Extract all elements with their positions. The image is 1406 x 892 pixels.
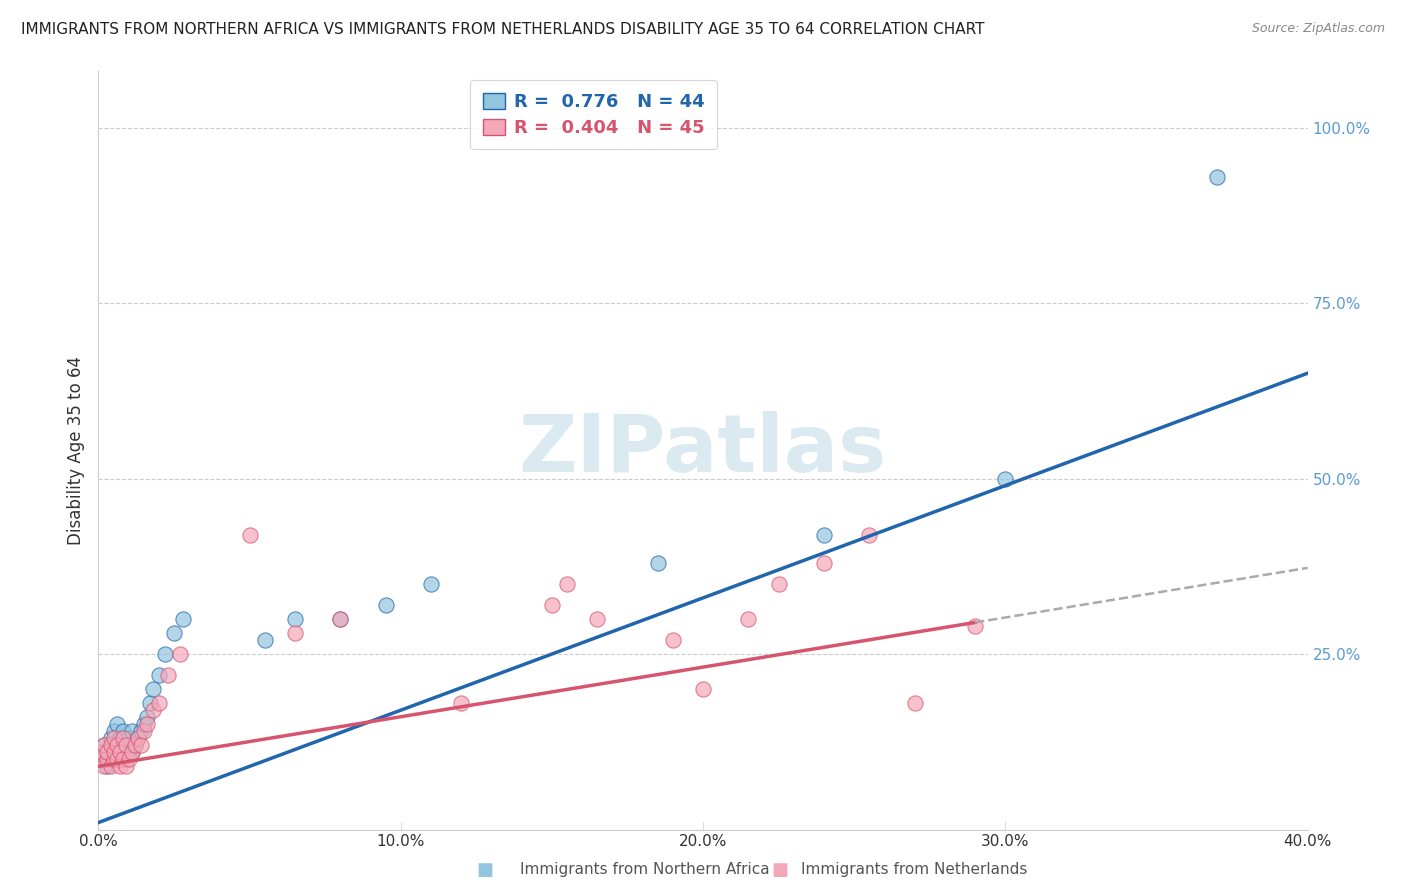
Point bbox=[121, 745, 143, 759]
Point bbox=[586, 612, 609, 626]
Point bbox=[858, 527, 880, 541]
Point bbox=[661, 633, 683, 648]
Point bbox=[813, 556, 835, 570]
Point bbox=[163, 626, 186, 640]
Point bbox=[108, 752, 131, 766]
Point bbox=[374, 598, 396, 612]
Point bbox=[692, 682, 714, 697]
Point bbox=[111, 731, 134, 746]
Point bbox=[111, 752, 134, 766]
Point bbox=[90, 745, 112, 759]
Point bbox=[139, 696, 162, 710]
Text: Immigrants from Northern Africa: Immigrants from Northern Africa bbox=[520, 863, 770, 877]
Point bbox=[329, 612, 352, 626]
Point bbox=[127, 731, 149, 746]
Point bbox=[103, 752, 125, 766]
Point bbox=[148, 668, 170, 682]
Point bbox=[100, 739, 122, 753]
Point bbox=[124, 739, 146, 753]
Point bbox=[647, 556, 669, 570]
Legend: R =  0.776   N = 44, R =  0.404   N = 45: R = 0.776 N = 44, R = 0.404 N = 45 bbox=[470, 80, 717, 150]
Point bbox=[100, 752, 122, 766]
Point bbox=[132, 724, 155, 739]
Point bbox=[93, 745, 115, 759]
Point bbox=[555, 577, 578, 591]
Point bbox=[105, 752, 128, 766]
Point bbox=[105, 717, 128, 731]
Point bbox=[135, 717, 157, 731]
Point bbox=[540, 598, 562, 612]
Point bbox=[127, 731, 149, 746]
Point bbox=[994, 471, 1017, 485]
Point bbox=[103, 745, 125, 759]
Point bbox=[132, 717, 155, 731]
Point bbox=[169, 647, 191, 661]
Point bbox=[114, 739, 136, 753]
Point bbox=[105, 745, 128, 759]
Point bbox=[103, 739, 125, 753]
Point bbox=[768, 577, 790, 591]
Text: IMMIGRANTS FROM NORTHERN AFRICA VS IMMIGRANTS FROM NETHERLANDS DISABILITY AGE 35: IMMIGRANTS FROM NORTHERN AFRICA VS IMMIG… bbox=[21, 22, 984, 37]
Point bbox=[965, 619, 987, 633]
Point bbox=[329, 612, 352, 626]
Point bbox=[90, 752, 112, 766]
Text: ZIPatlas: ZIPatlas bbox=[519, 411, 887, 490]
Point bbox=[118, 745, 141, 759]
Point bbox=[124, 739, 146, 753]
Point bbox=[121, 724, 143, 739]
Point bbox=[420, 577, 443, 591]
Point bbox=[93, 739, 115, 753]
Point bbox=[114, 739, 136, 753]
Text: ■: ■ bbox=[772, 861, 789, 879]
Point bbox=[96, 745, 118, 759]
Point bbox=[118, 752, 141, 766]
Point bbox=[108, 759, 131, 773]
Point bbox=[103, 752, 125, 766]
Point bbox=[284, 626, 307, 640]
Point bbox=[129, 724, 152, 739]
Point bbox=[1206, 169, 1229, 184]
Point bbox=[105, 739, 128, 753]
Point bbox=[142, 703, 165, 717]
Point bbox=[284, 612, 307, 626]
Point bbox=[121, 745, 143, 759]
Point bbox=[239, 527, 262, 541]
Point bbox=[93, 759, 115, 773]
Point bbox=[96, 752, 118, 766]
Point bbox=[105, 739, 128, 753]
Point bbox=[450, 696, 472, 710]
Point bbox=[172, 612, 194, 626]
Text: Immigrants from Netherlands: Immigrants from Netherlands bbox=[801, 863, 1028, 877]
Point bbox=[93, 739, 115, 753]
Point bbox=[153, 647, 176, 661]
Point bbox=[111, 745, 134, 759]
Point bbox=[96, 745, 118, 759]
Point bbox=[100, 759, 122, 773]
Point bbox=[100, 731, 122, 746]
Point bbox=[135, 710, 157, 724]
Point bbox=[114, 752, 136, 766]
Text: Source: ZipAtlas.com: Source: ZipAtlas.com bbox=[1251, 22, 1385, 36]
Point bbox=[111, 724, 134, 739]
Point bbox=[904, 696, 927, 710]
Point bbox=[96, 759, 118, 773]
Text: ■: ■ bbox=[477, 861, 494, 879]
Point bbox=[737, 612, 759, 626]
Point bbox=[156, 668, 179, 682]
Point bbox=[108, 731, 131, 746]
Point bbox=[813, 527, 835, 541]
Point bbox=[148, 696, 170, 710]
Point bbox=[100, 745, 122, 759]
Y-axis label: Disability Age 35 to 64: Disability Age 35 to 64 bbox=[66, 356, 84, 545]
Point bbox=[90, 752, 112, 766]
Point bbox=[142, 682, 165, 697]
Point bbox=[129, 739, 152, 753]
Point bbox=[114, 759, 136, 773]
Point bbox=[253, 633, 276, 648]
Point bbox=[103, 731, 125, 746]
Point bbox=[103, 724, 125, 739]
Point bbox=[118, 731, 141, 746]
Point bbox=[108, 745, 131, 759]
